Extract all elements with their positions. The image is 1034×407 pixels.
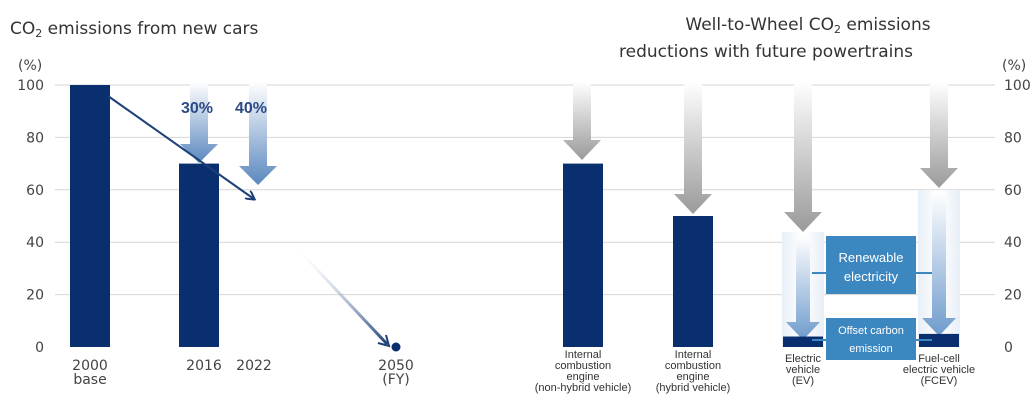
reduction-arrow-fcev [920,82,958,188]
right-y-tick-40: 40 [1004,235,1022,251]
fcev-lower-arrow [922,192,956,336]
bars [70,85,959,347]
bar-powertrain-1 [563,163,603,347]
reduction-arrow-hybrid [674,82,712,214]
renewable-label-line2: electricity [844,269,899,284]
decorations-back [180,82,960,347]
x-label-powertrain-2-2: engine [676,371,709,383]
right-chart-title-line1: Well-to-Wheel CO2 emissions [685,15,930,36]
ev-lower-arrow [786,236,820,340]
reduction-label-30: 30% [181,100,213,117]
reduction-arrow-2016 [180,82,218,163]
x-label-powertrain-1-2: engine [566,371,599,383]
x-label-powertrain-4-0: Fuel-cell [918,353,960,365]
x-label-powertrain-1-0: Internal [565,349,602,361]
x-label-powertrain-1-3: (non-hybrid vehicle) [535,382,632,394]
renewable-label-line1: Renewable [838,250,903,265]
right-chart-title-line2: reductions with future powertrains [619,42,913,62]
trend-arrowhead-2050 [377,334,391,348]
decorations-front: 30% 40% Renewable electricity Offset car… [107,95,932,360]
reduction-label-40: 40% [235,100,267,117]
trend-arrow [107,95,254,199]
left-y-tick-20: 20 [26,288,44,304]
right-y-unit: (%) [1002,58,1026,74]
left-y-tick-60: 60 [26,183,44,199]
bar-2016 [179,163,219,347]
x-label-2000-0: 2000 [72,358,108,374]
x-label-2022-0: 2022 [236,358,272,374]
x-label-powertrain-1-1: combustion [555,360,611,372]
reduction-arrow-non-hybrid [563,82,601,160]
right-y-tick-0: 0 [1004,340,1013,356]
right-y-tick-20: 20 [1004,288,1022,304]
bar-powertrain-3 [783,336,823,347]
x-label-powertrain-3-1: vehicle [786,364,820,376]
x-label-powertrain-3-2: (EV) [792,375,814,387]
offset-carbon-box [826,318,916,360]
right-y-tick-60: 60 [1004,183,1022,199]
left-y-tick-0: 0 [35,340,44,356]
x-label-2016-0: 2016 [186,358,222,374]
offset-label-line1: Offset carbon [838,325,904,337]
left-y-tick-100: 100 [17,78,44,94]
renewable-electricity-box [826,236,916,294]
offset-label-line2: emission [849,343,892,355]
marker-2050 [391,342,401,352]
left-y-tick-80: 80 [26,130,44,146]
bar-2000 [70,85,110,347]
x-label-2050-0: 2050 [378,358,414,374]
y-tick-labels: 0 20 40 60 80 100 0 20 40 60 80 100 [17,78,1030,356]
x-label-2000-1: base [73,372,106,388]
x-label-powertrain-4-1: electric vehicle [903,364,975,376]
left-y-unit: (%) [18,58,42,74]
x-label-powertrain-2-0: Internal [675,349,712,361]
right-y-tick-80: 80 [1004,130,1022,146]
bar-powertrain-4 [919,333,959,347]
reduction-arrow-2022 [239,82,277,185]
x-label-powertrain-2-3: (hybrid vehicle) [656,382,731,394]
x-label-2050-1: (FY) [382,372,410,388]
trend-arrow-2050 [292,243,389,346]
x-label-powertrain-4-2: (FCEV) [921,375,958,387]
left-chart-title: CO2 emissions from new cars [10,19,259,40]
left-y-tick-40: 40 [26,235,44,251]
right-y-tick-100: 100 [1004,78,1031,94]
x-label-powertrain-3-0: Electric [785,353,822,365]
reduction-arrow-ev [784,82,822,232]
bar-powertrain-2 [673,216,713,347]
x-label-powertrain-2-1: combustion [665,360,721,372]
